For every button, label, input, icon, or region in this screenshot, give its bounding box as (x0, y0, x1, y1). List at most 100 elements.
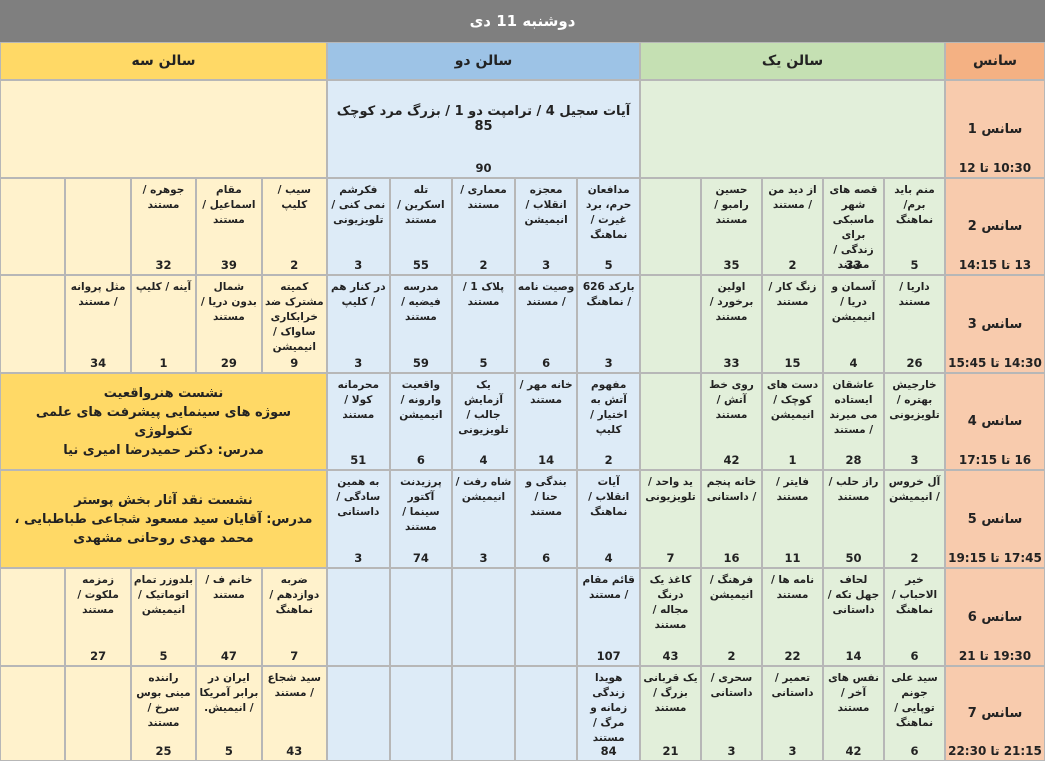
film-count: 43 (286, 744, 303, 758)
film-count: 33 (723, 356, 740, 370)
film-count: 11 (784, 551, 801, 565)
film-cell: زنگ کار / مستند 15 (762, 275, 823, 373)
film-count: 22 (784, 649, 801, 663)
film-title: خانم ف / مستند (205, 574, 253, 601)
film-count: 3 (354, 356, 363, 370)
film-cell: کاغذ یک درنگ مجاله / مستند 43 (640, 568, 701, 666)
title: دوشنبه 11 دی (469, 12, 576, 30)
film-cell: تعمیر / داستانی 3 (762, 666, 823, 761)
film-cell: کمیته مشترک ضد خرابکاری ساواک / انیمیشن 9 (261, 275, 327, 373)
film-cell: بارکد 626 / نماهنگ 3 (577, 275, 640, 373)
film-cell: دست های کوچک / انیمیشن 1 (762, 373, 823, 470)
film-title: کاغذ یک درنگ مجاله / مستند (649, 574, 692, 631)
film-title: قصه های شهر ماسبکی برای زندگی / مستند (829, 184, 878, 271)
session-label: سانس 7 (967, 706, 1023, 721)
film-cell: خانم ف / مستند 47 (196, 568, 262, 666)
film-cell: بندگی و حنا / مستند 6 (514, 470, 578, 568)
session-label: سانس 5 (967, 511, 1023, 527)
hall-header: سالن یک (640, 42, 945, 80)
header-text: سانس (972, 53, 1018, 69)
film-cell: در کنار هم / کلیپ 3 (327, 275, 390, 373)
session-label: سانس 4 (967, 414, 1023, 429)
film-count: 29 (220, 356, 237, 370)
film-count: 3 (354, 551, 363, 565)
film-title: ایران در برابر آمریکا / انیمیش. (199, 672, 259, 714)
film-count: 74 (412, 551, 429, 565)
film-cell: قصه های شهر ماسبکی برای زندگی / مستند 33 (823, 178, 884, 275)
film-count: 25 (155, 744, 172, 758)
film-cell: روی خط آتش / مستند 42 (701, 373, 762, 470)
film-count: 3 (542, 258, 551, 272)
film-title: خیر الاحباب / نماهنگ (891, 574, 938, 616)
film-count: 1 (159, 356, 168, 370)
film-cell: عاشقان ایستاده می میرند / مستند 28 (823, 373, 884, 470)
film-count: 1 (788, 453, 797, 467)
workshop-lines: نشست هنرواقعیت سوژه های سینمایی پیشرفت ها… (13, 374, 314, 469)
film-cell: منم باید برم/ نماهنگ 5 (884, 178, 945, 275)
film-cell: به همین سادگی / داستانی 3 (327, 470, 390, 568)
workshop-line: نشست نقد آثار بخش پوستر (74, 492, 253, 508)
film-cell: مفهوم آتش به اختیار / کلیپ 2 (577, 373, 640, 470)
film-title: زمزمه ملکوت / مستند (77, 574, 119, 616)
session-time: 10:30 تا 12 (958, 161, 1032, 175)
film-count: 42 (723, 453, 740, 467)
workshop-line: مدرس: آقایان سید مسعود شجاعی طباطبایی ، … (14, 511, 313, 546)
film-cell: بلدوزر تمام اتوماتیک / انیمیشن 5 (130, 568, 197, 666)
film-title: خانه مهر / مستند (519, 379, 573, 406)
film-title: آسمان و دریا / انیمیشن (831, 281, 876, 323)
film-count: 15 (784, 356, 801, 370)
workshop-line: سوژه های سینمایی پیشرفت های علمی تکنولوژ… (35, 404, 292, 439)
film-title: خارجیش بهتره / تلویزیونی (889, 379, 940, 421)
session-cell: سانس 1 10:30 تا 12 (945, 80, 1045, 178)
session-label: سانس 2 (967, 219, 1023, 234)
film-count: 3 (788, 744, 797, 758)
session-time: 16 تا 17:15 (958, 453, 1032, 467)
film-title: فایتر / مستند (775, 476, 810, 503)
film-title: داریا / مستند (898, 281, 931, 308)
film-cell (0, 666, 66, 761)
session-time: 17:45 تا 19:15 (948, 551, 1042, 565)
film-title: مدافعان حرم، برد غیرت / نماهنگ (586, 184, 632, 241)
film-title: راز حلب / مستند (828, 476, 879, 503)
film-cell: تله اسکرین / مستند 55 (389, 178, 453, 275)
film-cell: جوهره / مستند 32 (130, 178, 197, 275)
film-cell: شمال بدون دریا / مستند 29 (196, 275, 262, 373)
film-title: عاشقان ایستاده می میرند / مستند (829, 379, 878, 436)
workshop-cell: نشست هنرواقعیت سوژه های سینمایی پیشرفت ها… (0, 373, 327, 470)
film-title: قائم مقام / مستند (582, 574, 635, 601)
film-title: بارکد 626 / نماهنگ (582, 281, 635, 308)
film-cell: راننده مینی بوس سرخ / مستند 25 (130, 666, 197, 761)
header-text: سالن دو (454, 53, 513, 69)
film-cell: داریا / مستند 26 (884, 275, 945, 373)
film-cell: فایتر / مستند 11 (762, 470, 823, 568)
film-cell: مقام اسماعیل / مستند 39 (196, 178, 262, 275)
film-cell: سید علی جونم توپایی / نماهنگ 6 (884, 666, 945, 761)
film-count: 42 (845, 744, 862, 758)
film-cell (640, 373, 701, 470)
film-cell (65, 666, 131, 761)
film-count: 33 (845, 258, 862, 272)
film-title: مقام اسماعیل / مستند (202, 184, 256, 226)
film-count: 14 (845, 649, 862, 663)
film-cell: پرزیدنت آکتور سینما / مستند 74 (389, 470, 453, 568)
merged-line: آیات سجیل 4 / ترامپت دو 1 / بزرگ مرد کوچ… (336, 104, 631, 134)
film-count: 3 (604, 356, 613, 370)
film-count: 5 (479, 356, 488, 370)
film-title: ید واحد / تلویزیونی (645, 476, 696, 503)
film-cell (0, 568, 66, 666)
film-cell: نامه ها / مستند 22 (762, 568, 823, 666)
session-cell: سانس 3 14:30 تا 15:45 (945, 275, 1045, 373)
film-count: 16 (723, 551, 740, 565)
film-cell (452, 666, 515, 761)
film-title: به همین سادگی / داستانی (336, 476, 381, 518)
film-cell: خانه مهر / مستند 14 (514, 373, 578, 470)
film-title: مثل پروانه / مستند (70, 281, 126, 308)
session-cell: سانس 7 21:15 تا 22:30 (945, 666, 1045, 761)
film-cell: محرمانه کولا / مستند 51 (327, 373, 390, 470)
film-cell: آینه / کلیپ 1 (130, 275, 197, 373)
film-count: 59 (412, 356, 429, 370)
film-cell (452, 568, 515, 666)
film-cell: یک قربانی بزرگ / مستند 21 (640, 666, 701, 761)
film-count: 3 (910, 453, 919, 467)
